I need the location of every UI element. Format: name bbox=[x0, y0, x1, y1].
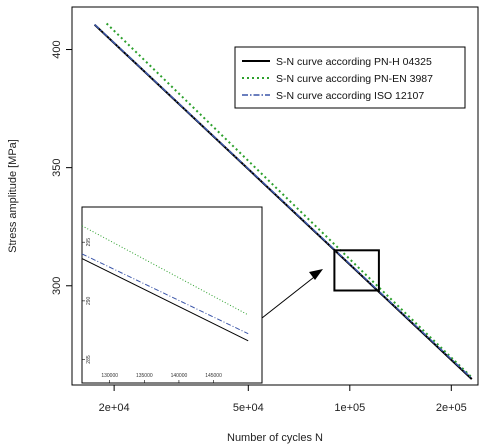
legend: S-N curve according PN-H 04325 S-N curve… bbox=[234, 46, 466, 109]
inset-x-tick-label-3: 140000 bbox=[171, 373, 188, 379]
x-tick-label-1: 2e+04 bbox=[99, 402, 130, 414]
inset-series-line-3 bbox=[81, 253, 249, 335]
legend-label-1: S-N curve according PN-H 04325 bbox=[276, 56, 432, 68]
x-tick-label-2: 5e+04 bbox=[233, 402, 264, 414]
inset-x-tick-label-4: 145000 bbox=[205, 373, 222, 379]
inset-y-tick-label-1: 285 bbox=[86, 355, 92, 364]
inset-plot-marks bbox=[81, 225, 249, 342]
inset-y-tick-label-2: 290 bbox=[86, 296, 92, 305]
inset-series-line-1 bbox=[81, 258, 249, 342]
inset-x-tick-label-1: 130000 bbox=[101, 373, 118, 379]
inset-frame bbox=[81, 206, 263, 384]
y-axis-ticks: 400 350 300 bbox=[51, 40, 72, 295]
y-axis-title: Stress amplitude [MPa] bbox=[7, 139, 19, 253]
y-tick-label-3: 300 bbox=[51, 277, 63, 295]
legend-label-2: S-N curve according PN-EN 3987 bbox=[276, 73, 433, 85]
legend-box bbox=[234, 46, 466, 109]
inset-x-tick-label-2: 135000 bbox=[136, 373, 153, 379]
zoom-arrow bbox=[261, 273, 319, 319]
x-axis-title: Number of cycles N bbox=[227, 432, 323, 444]
zoom-arrow-head bbox=[309, 269, 323, 280]
y-tick-label-1: 400 bbox=[51, 40, 63, 58]
series-line-3 bbox=[94, 23, 473, 379]
legend-label-3: S-N curve according ISO 12107 bbox=[276, 90, 424, 102]
y-tick-label-2: 350 bbox=[51, 158, 63, 176]
x-axis-ticks: 2e+04 5e+04 1e+05 2e+05 bbox=[99, 385, 467, 414]
zoom-box bbox=[333, 249, 380, 292]
zoom-indicator bbox=[261, 249, 380, 319]
x-tick-label-3: 1e+05 bbox=[334, 402, 365, 414]
x-tick-label-4: 2e+05 bbox=[436, 402, 467, 414]
plot-frame bbox=[71, 6, 479, 386]
main-plot-marks bbox=[93, 22, 473, 380]
inset-y-tick-label-3: 295 bbox=[86, 238, 92, 247]
inset-panel: 130000 135000 140000 145000 285 290 295 bbox=[81, 206, 263, 384]
inset-ticks: 130000 135000 140000 145000 285 290 295 bbox=[82, 238, 222, 383]
